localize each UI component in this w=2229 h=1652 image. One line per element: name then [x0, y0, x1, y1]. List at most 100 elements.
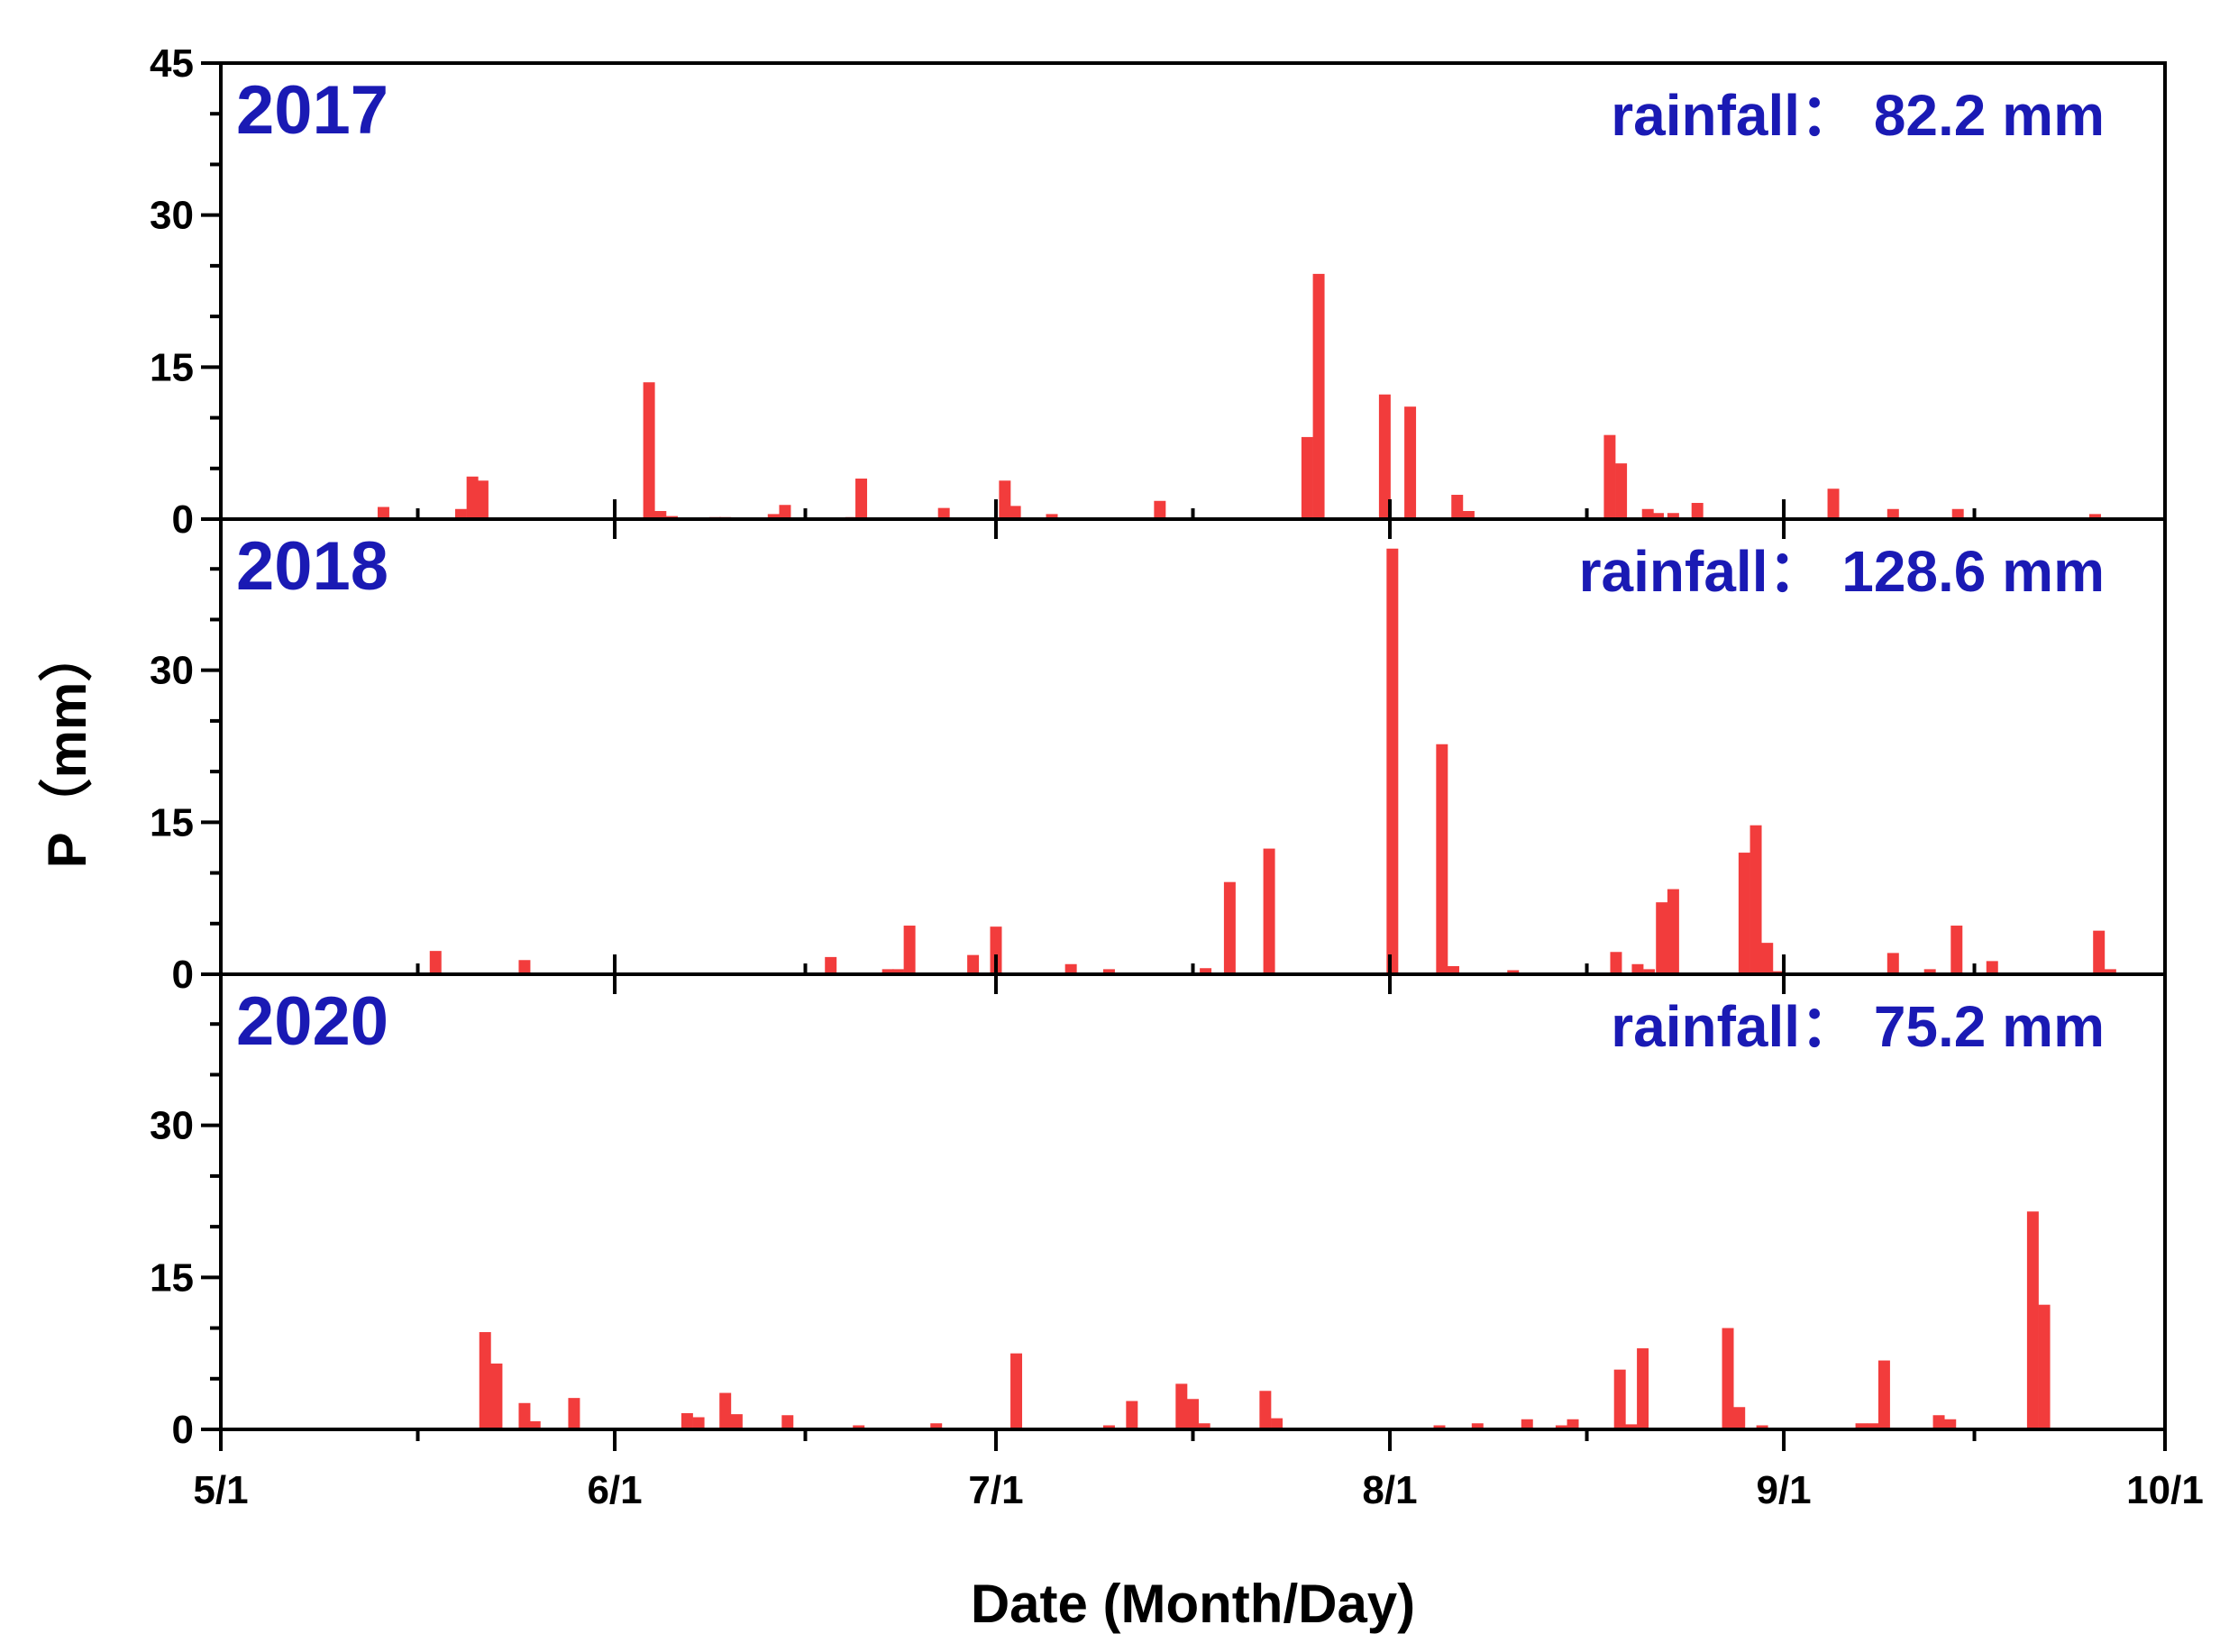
- bar-2017-10: [779, 505, 791, 519]
- bar-2017-24: [1603, 434, 1616, 519]
- text-layer: 0 15 30 45 2017 rainfall： 82.2 mm 0 15 30 2018 rai…: [37, 41, 2204, 1634]
- y-tick-label-2020-2: 30: [150, 1104, 194, 1148]
- bar-2020-6: [692, 1417, 705, 1429]
- bar-2020-27: [1637, 1348, 1649, 1429]
- bar-2020-20: [1433, 1425, 1446, 1429]
- bar-2018-11: [1223, 881, 1236, 974]
- bar-2018-6: [967, 954, 980, 974]
- bar-2018-26: [1886, 953, 1899, 974]
- bar-2017-21: [1404, 406, 1417, 519]
- x-tick-label-0: 5/1: [193, 1468, 248, 1512]
- year-label-2020: 2020: [236, 983, 388, 1060]
- bar-2018-8: [1064, 963, 1077, 974]
- bar-2020-31: [1855, 1423, 1868, 1429]
- bar-2017-9: [767, 514, 780, 519]
- bar-2020-32: [1867, 1423, 1879, 1429]
- bar-2017-20: [1378, 394, 1391, 519]
- bar-2017-22: [1451, 495, 1464, 519]
- bar-2018-14: [1436, 744, 1448, 974]
- bar-2020-1: [490, 1363, 503, 1429]
- y-tick-label-2017-2: 30: [150, 194, 194, 238]
- bar-2020-8: [730, 1414, 743, 1429]
- x-axis-title: Date (Month/Day): [971, 1574, 1415, 1634]
- bar-2020-15: [1175, 1383, 1188, 1429]
- bar-2018-23: [1749, 825, 1762, 974]
- bar-2017-31: [1886, 508, 1899, 519]
- bar-2017-0: [377, 507, 389, 519]
- rainfall-total-2018: rainfall： 128.6 mm: [1579, 539, 2105, 604]
- bar-2018-31: [2104, 969, 2116, 974]
- y-tick-label-2018-0: 0: [172, 953, 194, 997]
- bar-2017-16: [1046, 514, 1058, 519]
- bar-2018-22: [1738, 853, 1750, 974]
- bar-2020-5: [681, 1413, 693, 1429]
- bar-2017-28: [1667, 513, 1679, 519]
- bar-2017-17: [1154, 500, 1166, 519]
- bar-2017-5: [654, 511, 667, 519]
- bar-2018-0: [429, 951, 442, 974]
- bar-2018-4: [891, 969, 904, 974]
- bar-2018-21: [1667, 889, 1679, 974]
- bar-2018-18: [1631, 963, 1644, 974]
- x-tick-label-5: 10/1: [2126, 1468, 2204, 1512]
- bars-layer: [377, 273, 2116, 1429]
- bar-2020-13: [1102, 1425, 1115, 1429]
- bar-2020-33: [1877, 1360, 1890, 1429]
- bar-2020-14: [1126, 1401, 1138, 1429]
- bar-2020-9: [781, 1415, 794, 1429]
- bar-2017-13: [937, 507, 950, 519]
- x-tick-label-3: 8/1: [1362, 1468, 1417, 1512]
- bar-2020-34: [1932, 1415, 1945, 1429]
- bar-2020-21: [1471, 1423, 1484, 1429]
- bar-2018-16: [1507, 970, 1520, 974]
- bar-2018-19: [1643, 969, 1656, 974]
- bar-2018-29: [1986, 961, 1998, 974]
- bar-2020-0: [479, 1332, 491, 1429]
- y-axis-title: P（mm）: [37, 628, 97, 869]
- bar-2020-22: [1521, 1419, 1533, 1429]
- bar-2017-3: [476, 480, 489, 519]
- bar-2020-17: [1198, 1423, 1210, 1429]
- bar-2017-23: [1462, 511, 1475, 519]
- plot-frame: [219, 61, 2167, 1431]
- bar-2018-27: [1923, 969, 1936, 974]
- bar-2017-4: [643, 382, 655, 519]
- bar-2020-25: [1613, 1369, 1626, 1429]
- bar-2020-4: [568, 1398, 580, 1429]
- x-tick-label-4: 9/1: [1756, 1468, 1811, 1512]
- bar-2020-18: [1259, 1391, 1272, 1429]
- bar-2017-32: [1951, 508, 1964, 519]
- bar-2018-1: [518, 960, 531, 974]
- axes-layer: [201, 61, 2167, 1451]
- bar-2017-26: [1641, 508, 1654, 519]
- bar-2020-23: [1555, 1425, 1567, 1429]
- bar-2018-9: [1102, 969, 1115, 974]
- bar-2018-3: [882, 969, 894, 974]
- bar-2017-19: [1312, 273, 1325, 519]
- bar-2017-1: [454, 508, 467, 519]
- y-tick-label-2017-1: 15: [150, 345, 194, 389]
- bar-2017-2: [466, 476, 479, 519]
- bar-2018-17: [1610, 952, 1622, 974]
- bar-2017-14: [999, 480, 1011, 519]
- bar-2020-7: [719, 1392, 732, 1429]
- bar-2020-29: [1733, 1407, 1746, 1429]
- bar-2018-13: [1386, 548, 1399, 974]
- bar-2018-28: [1950, 926, 1963, 974]
- bar-2018-7: [990, 926, 1002, 974]
- y-tick-label-2020-0: 0: [172, 1408, 194, 1452]
- bar-2018-2: [825, 956, 837, 974]
- bar-2018-10: [1200, 968, 1212, 974]
- bar-2017-18: [1301, 436, 1313, 519]
- bar-2020-35: [1944, 1419, 1957, 1429]
- bar-2017-12: [855, 479, 868, 519]
- bar-2020-10: [853, 1425, 865, 1429]
- y-tick-label-2017-0: 0: [172, 497, 194, 542]
- x-tick-label-2: 7/1: [968, 1468, 1023, 1512]
- bar-2020-3: [528, 1421, 541, 1429]
- bar-2017-27: [1652, 513, 1664, 519]
- x-tick-label-1: 6/1: [587, 1468, 642, 1512]
- bar-2018-5: [903, 926, 916, 974]
- y-tick-label-2018-1: 15: [150, 800, 194, 844]
